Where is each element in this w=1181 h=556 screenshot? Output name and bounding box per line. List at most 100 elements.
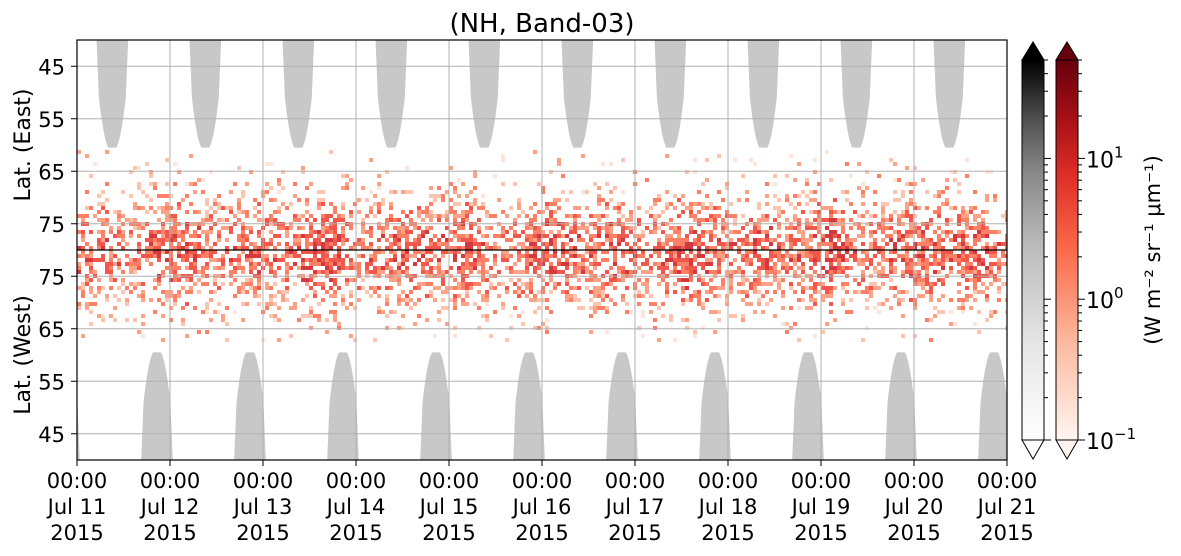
heatmap-cell: [881, 254, 885, 258]
heatmap-cell: [933, 230, 937, 234]
heatmap-cell: [97, 278, 101, 282]
heatmap-cell: [945, 258, 949, 262]
heatmap-cell: [589, 238, 593, 242]
heatmap-cell: [753, 250, 757, 254]
heatmap-cell: [605, 202, 609, 206]
heatmap-cell: [977, 278, 981, 282]
heatmap-cell: [717, 214, 721, 218]
heatmap-cell: [581, 190, 585, 194]
heatmap-cell: [669, 250, 673, 254]
heatmap-cell: [817, 218, 821, 222]
heatmap-cell: [445, 190, 449, 194]
heatmap-cell: [361, 230, 365, 234]
heatmap-cell: [101, 230, 105, 234]
heatmap-cell: [569, 238, 573, 242]
heatmap-cell: [549, 230, 553, 234]
heatmap-cell: [481, 258, 485, 262]
heatmap-cell: [865, 266, 869, 270]
heatmap-cell: [753, 238, 757, 242]
heatmap-cell: [269, 298, 273, 302]
heatmap-cell: [465, 302, 469, 306]
heatmap-cell: [725, 186, 729, 190]
heatmap-cell: [241, 234, 245, 238]
ylabel-east: Lat. (East): [11, 89, 36, 202]
heatmap-cell: [273, 302, 277, 306]
heatmap-cell: [229, 210, 233, 214]
heatmap-cell: [989, 310, 993, 314]
daylight-mask-west: [699, 352, 731, 460]
heatmap-cell: [937, 190, 941, 194]
heatmap-cell: [417, 214, 421, 218]
heatmap-cell: [685, 258, 689, 262]
heatmap-cell: [697, 262, 701, 266]
heatmap-cell: [829, 206, 833, 210]
heatmap-cell: [153, 230, 157, 234]
heatmap-cell: [741, 174, 745, 178]
heatmap-cell: [381, 266, 385, 270]
heatmap-cell: [249, 286, 253, 290]
heatmap-cell: [933, 250, 937, 254]
heatmap-cell: [1001, 262, 1005, 266]
heatmap-cell: [285, 226, 289, 230]
heatmap-cell: [281, 290, 285, 294]
heatmap-cell: [185, 290, 189, 294]
heatmap-cell: [501, 306, 505, 310]
heatmap-cell: [721, 278, 725, 282]
heatmap-cell: [145, 194, 149, 198]
heatmap-cell: [309, 266, 313, 270]
heatmap-cell: [813, 286, 817, 290]
heatmap-cell: [553, 286, 557, 290]
heatmap-cell: [453, 230, 457, 234]
heatmap-cell: [845, 258, 849, 262]
heatmap-cell: [197, 270, 201, 274]
heatmap-cell: [193, 190, 197, 194]
heatmap-cell: [669, 254, 673, 258]
heatmap-cell: [709, 286, 713, 290]
heatmap-cell: [785, 226, 789, 230]
heatmap-cell: [317, 314, 321, 318]
heatmap-cell: [345, 306, 349, 310]
heatmap-cell: [285, 242, 289, 246]
heatmap-cell: [517, 254, 521, 258]
heatmap-cell: [309, 278, 313, 282]
heatmap-cell: [985, 242, 989, 246]
heatmap-cell: [717, 250, 721, 254]
heatmap-cell: [221, 262, 225, 266]
heatmap-cell: [201, 270, 205, 274]
heatmap-cell: [869, 246, 873, 250]
heatmap-cell: [557, 270, 561, 274]
heatmap-cell: [517, 242, 521, 246]
heatmap-cell: [193, 250, 197, 254]
heatmap-cell: [453, 214, 457, 218]
heatmap-cell: [305, 250, 309, 254]
heatmap-cell: [689, 210, 693, 214]
heatmap-cell: [761, 214, 765, 218]
heatmap-cell: [237, 246, 241, 250]
heatmap-cell: [441, 198, 445, 202]
heatmap-cell: [157, 238, 161, 242]
heatmap-cell: [969, 246, 973, 250]
heatmap-cell: [481, 294, 485, 298]
heatmap-cell: [241, 302, 245, 306]
heatmap-cell: [153, 242, 157, 246]
heatmap-cell: [493, 310, 497, 314]
heatmap-cell: [545, 218, 549, 222]
heatmap-cell: [673, 338, 677, 342]
heatmap-cell: [573, 270, 577, 274]
heatmap-cell: [597, 262, 601, 266]
heatmap-cell: [201, 250, 205, 254]
heatmap-cell: [901, 190, 905, 194]
heatmap-cell: [421, 282, 425, 286]
heatmap-cell: [317, 270, 321, 274]
heatmap-cell: [625, 250, 629, 254]
heatmap-cell: [453, 186, 457, 190]
heatmap-cell: [921, 238, 925, 242]
heatmap-cell: [889, 266, 893, 270]
heatmap-cell: [217, 238, 221, 242]
heatmap-cell: [289, 254, 293, 258]
heatmap-cell: [929, 282, 933, 286]
heatmap-cell: [101, 234, 105, 238]
heatmap-cell: [773, 250, 777, 254]
heatmap-cell: [149, 254, 153, 258]
